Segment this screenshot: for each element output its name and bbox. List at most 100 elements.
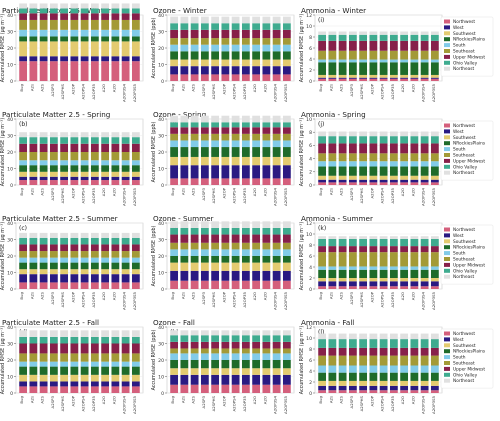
bar-segment (328, 59, 337, 63)
bar-segment (211, 348, 220, 354)
bar-segment (111, 381, 120, 387)
bar-segment (430, 333, 439, 340)
bar-segment (211, 147, 220, 157)
bar-segment (29, 237, 38, 245)
y-axis-label: Accumulated RMSE (ppb) (151, 329, 157, 390)
bar-segment (379, 175, 388, 180)
bar-segment (90, 330, 99, 337)
bar-segment (180, 178, 189, 185)
bar-segment (19, 36, 28, 42)
legend-box (440, 328, 494, 389)
bar-segment (19, 180, 28, 185)
bar-segment (180, 44, 189, 52)
bar-segment (400, 390, 409, 393)
bar-segment (318, 339, 327, 348)
bar-segment (410, 365, 419, 373)
bar-segment (241, 74, 250, 81)
bar-segment (272, 270, 281, 281)
x-tick-label: A2O (410, 292, 415, 300)
bar-segment (190, 249, 199, 256)
x-tick-label: A2SP3 (201, 83, 206, 96)
bar-segment (389, 246, 398, 253)
bar-segment (221, 280, 230, 289)
bar-segment (80, 19, 89, 30)
bar-segment (318, 380, 327, 386)
bar-segment (200, 368, 209, 375)
bar-segment (70, 36, 79, 42)
bar-segment (131, 8, 140, 14)
bar-segment (180, 270, 189, 281)
bar-segment (369, 182, 378, 185)
bar-segment (60, 330, 69, 337)
x-tick-label: A2S (40, 395, 45, 403)
bar-segment (359, 131, 368, 137)
panel-title: Particulate Matter 2.5 - Fall (2, 318, 99, 327)
bar-segment (39, 244, 48, 252)
bar-segment (318, 131, 327, 137)
bar-segment (211, 23, 220, 30)
bar-segment (328, 50, 337, 60)
bar-segment (231, 127, 240, 134)
bar-segment (39, 132, 48, 138)
bar-segment (29, 29, 38, 37)
bar-segment (231, 256, 240, 263)
x-tick-label: A2OP (221, 291, 226, 302)
x-tick-label: A2OP3S4 (273, 187, 278, 205)
bar-segment (430, 74, 439, 78)
bar-segment (170, 147, 179, 157)
bar-segment (410, 34, 419, 41)
x-tick-label: A2OP3S4 (421, 395, 426, 413)
bar-segment (420, 390, 429, 393)
bar-segment (252, 330, 261, 336)
bar-segment (19, 61, 28, 81)
bar-segment (328, 136, 337, 144)
bar-segment (111, 8, 120, 14)
bar-segment (200, 227, 209, 235)
bar-segment (420, 74, 429, 78)
bar-segment (231, 360, 240, 369)
y-tick-label: 0 (161, 287, 164, 293)
bar-segment (180, 51, 189, 60)
bar-segment (39, 152, 48, 161)
x-tick-label: A2SP3 (349, 395, 354, 408)
bar-segment (369, 59, 378, 63)
bar-segment (90, 137, 99, 144)
bar-segment (241, 156, 250, 166)
bar-segment (39, 180, 48, 185)
bar-segment (410, 380, 419, 386)
y-tick-label: 8 (309, 243, 312, 249)
bar-segment (90, 8, 99, 14)
bar-segment (252, 122, 261, 128)
bar-segment (121, 244, 130, 252)
bar-segment (70, 361, 79, 367)
x-tick-label: A2SPHS (359, 395, 364, 411)
bar-segment (338, 153, 347, 162)
bar-segment (90, 41, 99, 57)
bar-segment (379, 136, 388, 144)
bar-segment (111, 3, 120, 9)
bar-segment (389, 365, 398, 373)
bar-segment (39, 13, 48, 20)
bar-segment (389, 77, 398, 79)
bar-segment (328, 236, 337, 239)
bar-segment (430, 153, 439, 162)
bar-segment (231, 221, 240, 228)
bar-segment (29, 171, 38, 177)
y-tick-label: 0 (309, 183, 312, 189)
y-tick-label: 4 (309, 156, 312, 162)
bar-segment (282, 330, 291, 336)
bar-segment (49, 232, 58, 238)
bar-segment (389, 78, 398, 81)
bar-segment (131, 180, 140, 185)
bar-segment (241, 133, 250, 141)
bar-segment (131, 19, 140, 30)
x-tick-label: A2OP3S4 (122, 83, 127, 101)
x-tick-label: A2O (400, 292, 405, 300)
bar-segment (389, 281, 398, 287)
bar-segment (282, 16, 291, 24)
bar-segment (389, 252, 398, 267)
x-tick-label: A2OP3S4 (122, 187, 127, 205)
bar-segment (49, 8, 58, 14)
bar-segment (359, 390, 368, 393)
x-tick-label: A2O (400, 84, 405, 92)
